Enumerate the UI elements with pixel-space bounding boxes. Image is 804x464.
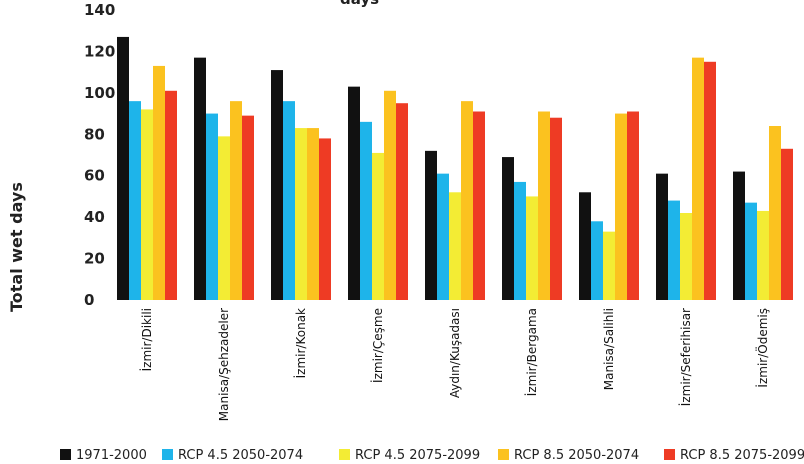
category-labels: İzmir/Dikili Manisa/Şehzadeler İzmir/Konak… [139, 308, 770, 421]
bar [153, 65, 165, 300]
category-label: Aydın/Kuşadası [448, 308, 462, 398]
bar [360, 121, 372, 300]
bar [627, 111, 639, 300]
bar [757, 210, 769, 300]
legend-swatch [339, 449, 350, 460]
bar [514, 181, 526, 300]
category-label: Manisa/Salihli [602, 308, 616, 390]
category-label: İzmir/Çeşme [370, 308, 385, 383]
bar [384, 90, 396, 301]
legend-label: RCP 8.5 2050-2074 [514, 448, 639, 463]
y-tick-label: 40 [84, 208, 105, 226]
category-label: Manisa/Şehzadeler [217, 308, 231, 421]
bar [242, 115, 254, 301]
bar [615, 113, 627, 300]
y-tick-label: 100 [84, 84, 115, 102]
bar [692, 57, 704, 301]
bar [781, 148, 793, 300]
bar [271, 70, 283, 300]
y-tick-label: 120 [84, 42, 115, 60]
bar [745, 202, 757, 300]
bar [550, 117, 562, 300]
bar [319, 138, 331, 300]
bar [579, 192, 591, 300]
bar [704, 61, 716, 301]
bar [230, 101, 242, 301]
legend-label: RCP 8.5 2075-2099 [680, 448, 804, 463]
y-tick-label: 140 [84, 1, 115, 19]
bar [526, 196, 538, 300]
category-label: İzmir/Ödemiş [754, 308, 770, 388]
legend-label: RCP 4.5 2075-2099 [355, 448, 480, 463]
bar [295, 128, 307, 300]
bar [307, 128, 319, 300]
legend: 1971-2000 RCP 4.5 2050-2074 RCP 4.5 2075-2… [60, 448, 804, 463]
y-axis-label: Total wet days [7, 182, 26, 312]
bar [206, 113, 218, 300]
bar [473, 111, 485, 300]
legend-label: 1971-2000 [76, 448, 147, 463]
bar [656, 173, 668, 300]
legend-swatch [498, 449, 509, 460]
bar [165, 90, 177, 301]
bar [218, 136, 230, 300]
bar [194, 57, 206, 301]
legend-swatch [664, 449, 675, 460]
legend-swatch [60, 449, 71, 460]
y-tick-label: 0 [84, 291, 94, 309]
bar [437, 173, 449, 300]
bar [396, 103, 408, 300]
category-label: İzmir/Dikili [139, 308, 154, 371]
bar [449, 192, 461, 300]
bar [461, 101, 473, 301]
bar [372, 152, 384, 300]
category-label: İzmir/Bergama [524, 308, 539, 396]
y-tick-label: 20 [84, 250, 105, 268]
bar [603, 231, 615, 300]
y-tick-label: 80 [84, 125, 105, 143]
category-label: İzmir/Seferihisar [678, 308, 693, 406]
bar [668, 200, 680, 300]
y-tick-label: 60 [84, 167, 105, 185]
y-tick-labels: 0 20 40 60 80 100 120 140 [84, 1, 115, 309]
bar [733, 171, 745, 300]
bar [425, 150, 437, 300]
legend-label: RCP 4.5 2050-2074 [178, 448, 303, 463]
bar [680, 213, 692, 300]
bar [502, 157, 514, 300]
title-box [280, 0, 540, 8]
bar [117, 36, 129, 301]
bar [129, 101, 141, 301]
bar [538, 111, 550, 300]
bar [283, 101, 295, 301]
bar [591, 221, 603, 300]
bar [348, 86, 360, 301]
category-label: İzmir/Konak [293, 308, 308, 378]
bars-layer [117, 36, 793, 301]
bar [769, 126, 781, 300]
bar [141, 109, 153, 300]
chart-title: days [340, 0, 379, 8]
legend-swatch [162, 449, 173, 460]
